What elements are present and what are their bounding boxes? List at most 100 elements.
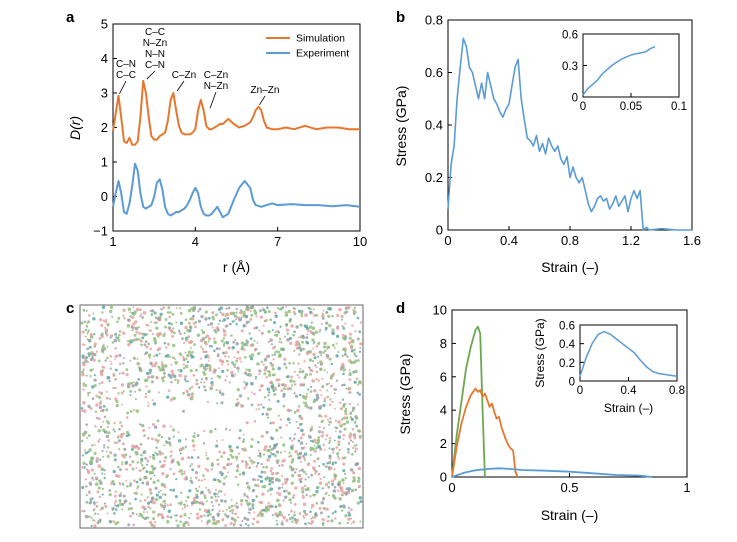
- panel-c-atom: [233, 518, 236, 521]
- panel-c-atom: [238, 394, 243, 398]
- panel-c-atom: [206, 520, 209, 523]
- panel-c-atom: [293, 392, 296, 395]
- panel-c-atom: [201, 337, 206, 341]
- panel-c-atom: [196, 516, 200, 520]
- panel-c-atom: [317, 355, 320, 358]
- panel-c-atom: [344, 402, 347, 405]
- panel-c-atom: [327, 314, 331, 318]
- panel-c-atom: [252, 507, 255, 510]
- panel-c-atom: [100, 400, 102, 403]
- panel-c-atom: [271, 363, 274, 366]
- panel-c-atom: [194, 500, 198, 504]
- panel-c-atom: [254, 375, 258, 378]
- panel-c-atom: [99, 372, 104, 377]
- panel-c-atom: [295, 468, 298, 471]
- panel-c-atom: [303, 376, 306, 380]
- panel-c-atom: [147, 324, 150, 327]
- panel-c-atom: [222, 344, 226, 347]
- panel-c-atom: [198, 508, 202, 511]
- panel-c-atom: [88, 460, 92, 464]
- panel-c-atom: [203, 496, 207, 500]
- panel-c-atom: [212, 518, 216, 522]
- panel-c-atom: [103, 469, 106, 472]
- panel-c-atom: [170, 363, 173, 366]
- panel-c-atom: [338, 307, 342, 312]
- panel-c-atom: [256, 362, 260, 366]
- panel-c-atom: [248, 466, 251, 469]
- panel-c-atom: [81, 370, 84, 374]
- panel-c-atom: [133, 445, 137, 449]
- panel-c-atom: [257, 454, 260, 457]
- panel-c-atom: [281, 306, 285, 309]
- panel-c-atom: [190, 512, 192, 515]
- panel-c-atom: [142, 466, 146, 470]
- panel-c-atom: [101, 472, 104, 475]
- panel-c-atom: [264, 445, 268, 449]
- panel-c-atom: [101, 311, 104, 314]
- panel-c-atom: [290, 375, 294, 379]
- panel-c-atom: [87, 320, 90, 324]
- panel-a-ylabel: D(r): [67, 116, 83, 140]
- panel-c-atom: [339, 430, 342, 433]
- panel-c-atom: [200, 479, 203, 482]
- panel-c-atom: [93, 384, 97, 387]
- panel-c-atom: [152, 510, 156, 514]
- panel-c-atom: [312, 347, 315, 350]
- panel-c-atom: [220, 339, 224, 343]
- panel-c-atom: [269, 469, 273, 473]
- panel-c-atom: [104, 332, 108, 335]
- panel-c-atom: [268, 391, 271, 394]
- panel-c-atom: [116, 320, 119, 323]
- panel-c-atom: [82, 388, 85, 391]
- panel-c-atom: [253, 339, 256, 342]
- panel-c-atom: [114, 377, 118, 381]
- panel-c-atom: [324, 349, 327, 353]
- panel-c-atom: [177, 369, 180, 372]
- panel-c-atom: [184, 364, 189, 369]
- panel-c-atom: [348, 402, 352, 406]
- panel-c-atom: [319, 328, 322, 331]
- panel-c-atom: [348, 336, 352, 340]
- panel-c-atom: [128, 502, 132, 505]
- panel-c-atom: [95, 350, 99, 353]
- panel-c-atom: [177, 431, 180, 434]
- panel-c-atom: [303, 383, 306, 386]
- panel-b-inset-xtick-label-2: 0.1: [671, 101, 687, 113]
- panel-c-atom: [279, 418, 283, 421]
- panel-c-atom: [194, 487, 198, 490]
- panel-c-atom: [220, 499, 224, 503]
- panel-c-atom: [354, 420, 357, 423]
- panel-c-atom: [251, 462, 254, 465]
- panel-c-atom: [216, 458, 220, 461]
- panel-c-atom: [92, 312, 95, 315]
- panel-c-atom: [288, 465, 293, 469]
- panel-c-atom: [157, 512, 161, 516]
- panel-c-atom: [112, 507, 115, 510]
- panel-c-atom: [207, 340, 210, 343]
- panel-c-atom: [238, 429, 242, 432]
- panel-c-atom: [240, 404, 244, 408]
- panel-c-atom: [84, 451, 88, 455]
- panel-c-atom: [228, 506, 231, 510]
- panel-c-atom: [318, 507, 322, 510]
- panel-c-atom: [150, 375, 155, 379]
- panel-c-atom: [95, 416, 98, 420]
- panel-c-atom: [178, 307, 182, 310]
- panel-c-atom: [91, 444, 94, 447]
- panel-c-atom: [207, 510, 211, 514]
- panel-c-atom: [313, 356, 317, 360]
- panel-c-atom: [308, 350, 313, 354]
- panel-c-atom: [95, 459, 99, 463]
- panel-c-atom: [184, 351, 187, 354]
- panel-c-atom: [301, 495, 305, 499]
- panel-c-atom: [298, 512, 302, 516]
- panel-c-atom: [177, 463, 181, 466]
- panel-c-atom: [282, 459, 286, 463]
- panel-c-atom: [343, 427, 347, 431]
- panel-c-atom: [288, 421, 291, 424]
- panel-c-atom: [119, 482, 122, 486]
- panel-c-atom: [250, 381, 254, 386]
- panel-c-atom: [142, 332, 145, 335]
- panel-c-atom: [321, 384, 325, 388]
- panel-c-atom: [189, 346, 192, 349]
